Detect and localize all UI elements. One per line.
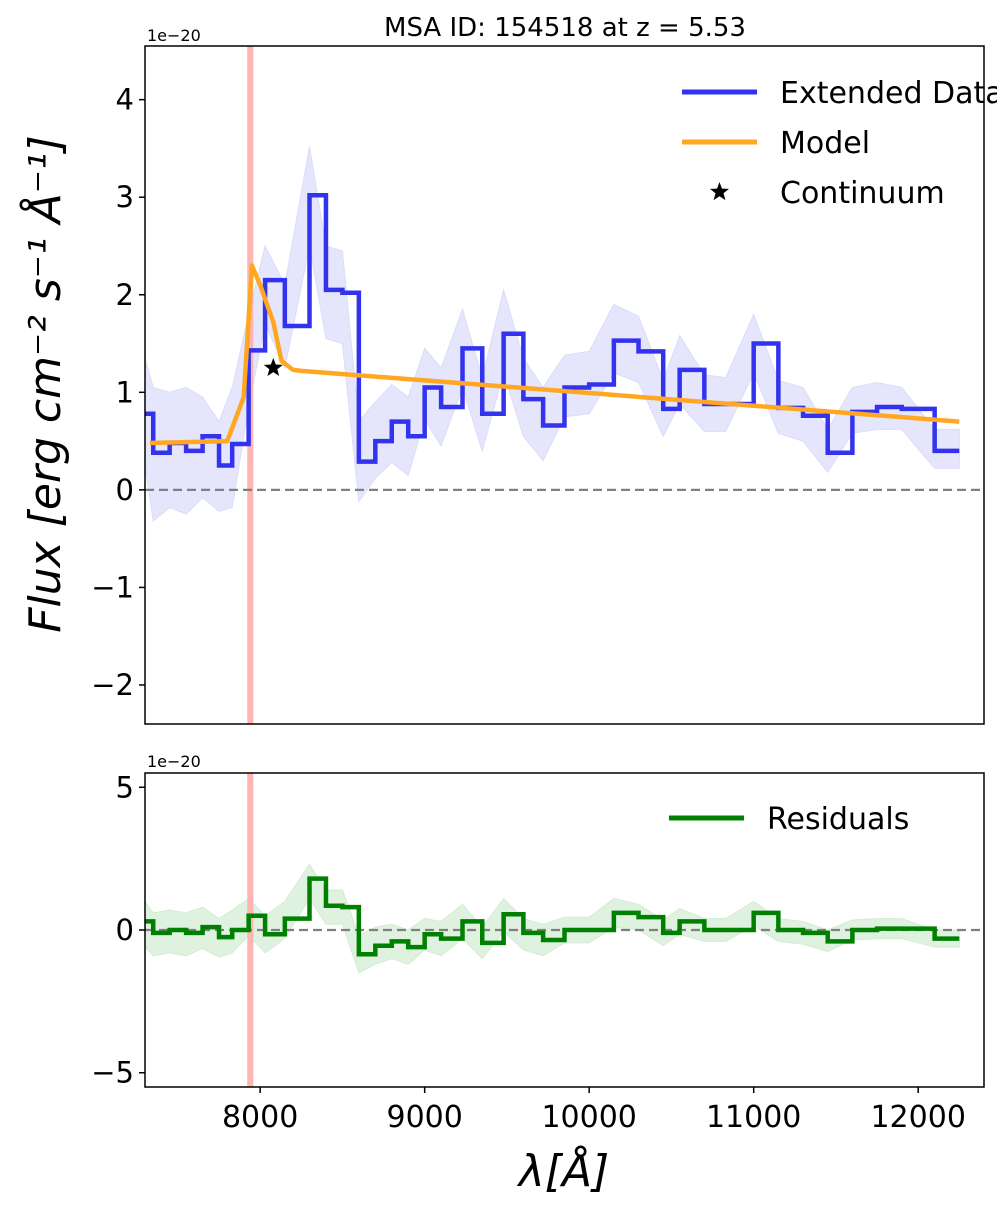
top-legend-marker-2 <box>709 182 730 201</box>
top-plot-frame <box>144 45 985 725</box>
top-legend-label-2: Continuum <box>780 176 945 211</box>
top-series-0-error-band <box>145 146 960 523</box>
top-y-tick-label-3: 1 <box>116 375 134 409</box>
bottom-x-tick-label-1: 9000 <box>386 1100 462 1135</box>
top-y-tick-label-0: −2 <box>91 668 134 702</box>
bottom-x-tick-label-3: 11000 <box>706 1100 801 1135</box>
top-series-1-line <box>149 263 960 446</box>
bottom-plot-content <box>145 773 984 1087</box>
top-plot-area: −2 −1 0 1 2 3 4 <box>91 46 984 724</box>
y-axis-label: Flux [erg cm⁻² s⁻¹ Å⁻¹] <box>18 135 71 633</box>
bottom-offset-text: 1e−20 <box>147 752 201 771</box>
top-offset-text: 1e−20 <box>147 26 201 45</box>
top-legend-label-0: Extended Data <box>780 76 997 111</box>
top-y-tick-label-6: 4 <box>116 83 134 117</box>
bottom-y-tick-label-1: 0 <box>116 913 134 947</box>
top-series-2-point-0 <box>263 357 283 377</box>
top-y-tick-label-2: 0 <box>116 473 134 507</box>
bottom-legend-label-0: Residuals <box>767 802 909 837</box>
bottom-y-tick-label-0: −5 <box>91 1056 134 1090</box>
bottom-x-tick-label-4: 12000 <box>870 1100 965 1135</box>
bottom-x-tick-label-2: 10000 <box>541 1100 636 1135</box>
top-legend: Extended Data Model Continuum <box>682 76 997 211</box>
x-axis-label: λ[Å] <box>517 1144 609 1197</box>
top-plot-content <box>145 46 984 724</box>
bottom-y-tick-label-2: 5 <box>116 770 134 804</box>
bottom-x-tick-label-0: 8000 <box>222 1100 298 1135</box>
bottom-legend: Residuals <box>669 802 909 837</box>
bottom-plot-area: −5 0 5 8000 9000 10000 11000 12000 <box>91 770 984 1135</box>
bottom-plot-frame <box>144 772 985 1088</box>
top-y-tick-label-4: 2 <box>116 278 134 312</box>
chart-title: MSA ID: 154518 at z = 5.53 <box>384 13 746 43</box>
top-legend-label-1: Model <box>780 126 870 161</box>
top-y-tick-label-5: 3 <box>116 180 134 214</box>
top-y-tick-label-1: −1 <box>91 570 134 604</box>
bottom-series-0-line <box>145 876 960 957</box>
